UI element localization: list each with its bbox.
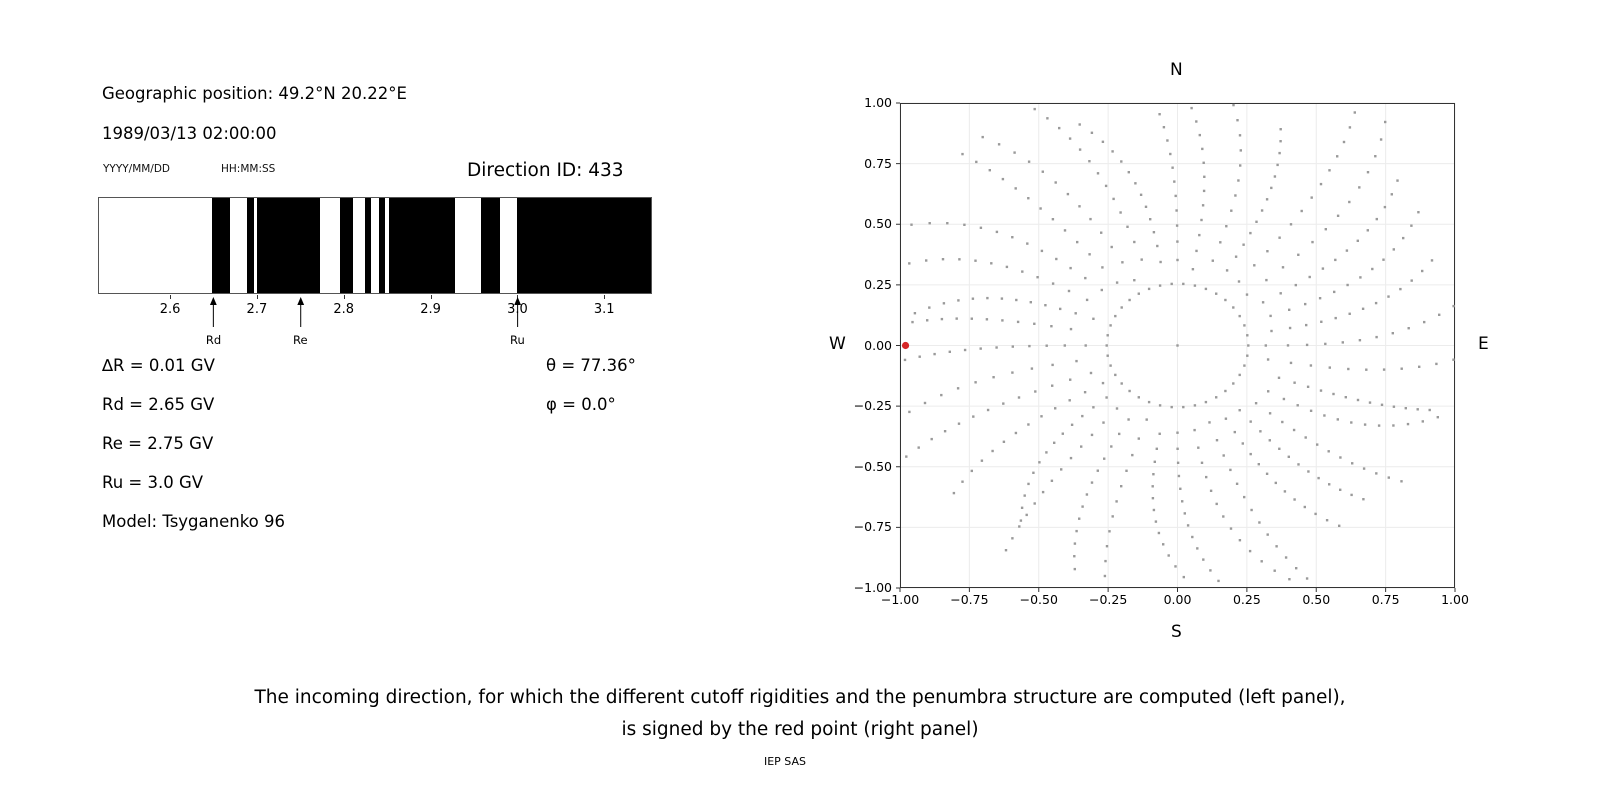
scatter-y-tick-label: 0.00 xyxy=(864,337,892,353)
penumbra-allowed-band xyxy=(364,198,371,293)
penumbra-axis-ticks: 2.6 2.7 2.8 2.9 3.0 3.1 xyxy=(98,295,652,355)
scatter-y-tick-label: −0.75 xyxy=(853,519,892,535)
scatter-x-tick-label: −0.75 xyxy=(950,592,989,607)
scatter-x-tick-label: 0.50 xyxy=(1302,592,1331,607)
scatter-y-axis-labels: −1.00 −0.75 −0.50 −0.25 0.00 0.25 0.50 0.75 1.00 xyxy=(836,95,892,595)
compass-south-label: S xyxy=(1171,622,1182,642)
param-re: Re = 2.75 GV xyxy=(102,434,214,453)
direction-scatter-svg xyxy=(896,102,1456,592)
compass-north-label: N xyxy=(1170,60,1183,80)
direction-angles-list: θ = 77.36° φ = 0.0° xyxy=(546,346,636,424)
rigidity-tick-mark xyxy=(343,295,345,299)
asymptotic-direction-dots xyxy=(903,103,1455,583)
scatter-x-axis-labels: −1.00 −0.75 −0.50 −0.25 0.00 0.25 0.50 0.75 1.00 xyxy=(881,592,1469,612)
compass-east-label: E xyxy=(1478,334,1489,354)
rigidity-tick-mark xyxy=(430,295,432,299)
direction-id-label: Direction ID: 433 xyxy=(467,160,624,181)
rigidity-tick-mark xyxy=(604,295,606,299)
scatter-x-tick-label: −0.50 xyxy=(1019,592,1058,607)
penumbra-allowed-band xyxy=(246,198,254,293)
cutoff-marker-ru: Ru xyxy=(510,297,525,347)
param-ru: Ru = 3.0 GV xyxy=(102,473,204,492)
param-phi: φ = 0.0° xyxy=(546,395,616,414)
penumbra-allowed-band xyxy=(481,198,500,293)
time-format-label: HH:MM:SS xyxy=(221,163,276,175)
cutoff-marker-label: Re xyxy=(293,333,308,347)
param-model: Model: Tsyganenko 96 xyxy=(102,512,286,531)
up-arrow-icon xyxy=(296,297,304,327)
scatter-y-tick-label: −0.25 xyxy=(853,398,892,414)
up-arrow-icon xyxy=(210,297,217,327)
scatter-x-tick-label: −0.25 xyxy=(1088,592,1128,607)
rigidity-tick-label: 2.9 xyxy=(420,302,441,317)
scatter-y-tick-label: 0.75 xyxy=(864,155,892,171)
geo-position-label: Geographic position: 49.2°N 20.22°E xyxy=(102,84,407,103)
rigidity-tick-mark xyxy=(517,295,519,299)
scatter-x-tick-label: 0.00 xyxy=(1163,592,1192,607)
cutoff-marker-re: Re xyxy=(293,297,308,347)
scatter-y-tick-label: −1.00 xyxy=(853,580,892,595)
param-delta-r: ∆R = 0.01 GV xyxy=(102,356,215,375)
datetime-label: 1989/03/13 02:00:00 xyxy=(102,124,277,143)
incoming-direction-red-point xyxy=(901,341,910,350)
scatter-x-tick-label: 0.75 xyxy=(1371,592,1400,607)
figure-caption-line2: is signed by the red point (right panel) xyxy=(621,719,979,740)
rigidity-tick-mark xyxy=(256,295,258,299)
rigidity-tick-label: 2.8 xyxy=(333,302,355,317)
date-format-label: YYYY/MM/DD xyxy=(103,163,171,175)
penumbra-allowed-band xyxy=(516,198,651,293)
penumbra-allowed-band xyxy=(379,198,386,293)
direction-scatter-plot xyxy=(896,102,1456,592)
cutoff-parameters-list: ∆R = 0.01 GV Rd = 2.65 GV Re = 2.75 GV R… xyxy=(102,346,285,541)
penumbra-allowed-band xyxy=(388,198,455,293)
scatter-y-tick-label: −0.50 xyxy=(853,458,892,474)
rigidity-tick-label: 2.6 xyxy=(159,302,181,317)
rigidity-tick-mark xyxy=(170,295,172,299)
rigidity-tick-label: 2.7 xyxy=(246,302,268,317)
scatter-x-tick-label: 1.00 xyxy=(1441,592,1469,607)
penumbra-barcode-plot xyxy=(98,197,652,294)
cutoff-marker-rd: Rd xyxy=(206,297,221,347)
scatter-x-tick-label: −1.00 xyxy=(880,592,920,607)
penumbra-allowed-band xyxy=(340,198,353,293)
penumbra-cutoff-markers: Rd Re Ru xyxy=(98,297,652,352)
scatter-y-tick-label: 1.00 xyxy=(864,95,892,110)
scatter-y-tick-label: 0.25 xyxy=(864,276,892,292)
cutoff-marker-label: Ru xyxy=(510,333,525,347)
param-theta: θ = 77.36° xyxy=(546,356,636,375)
credit-label: IEP SAS xyxy=(763,755,807,768)
penumbra-allowed-band xyxy=(257,198,321,293)
up-arrow-icon xyxy=(513,297,521,327)
scatter-x-tick-label: 0.25 xyxy=(1232,592,1261,607)
scatter-y-tick-label: 0.50 xyxy=(864,216,892,232)
figure-caption-line1: The incoming direction, for which the di… xyxy=(254,687,1346,708)
param-rd: Rd = 2.65 GV xyxy=(102,395,215,414)
compass-west-label: W xyxy=(829,334,846,354)
rigidity-tick-label: 3.1 xyxy=(593,302,615,317)
cutoff-marker-label: Rd xyxy=(205,333,222,347)
penumbra-allowed-band xyxy=(212,198,230,293)
